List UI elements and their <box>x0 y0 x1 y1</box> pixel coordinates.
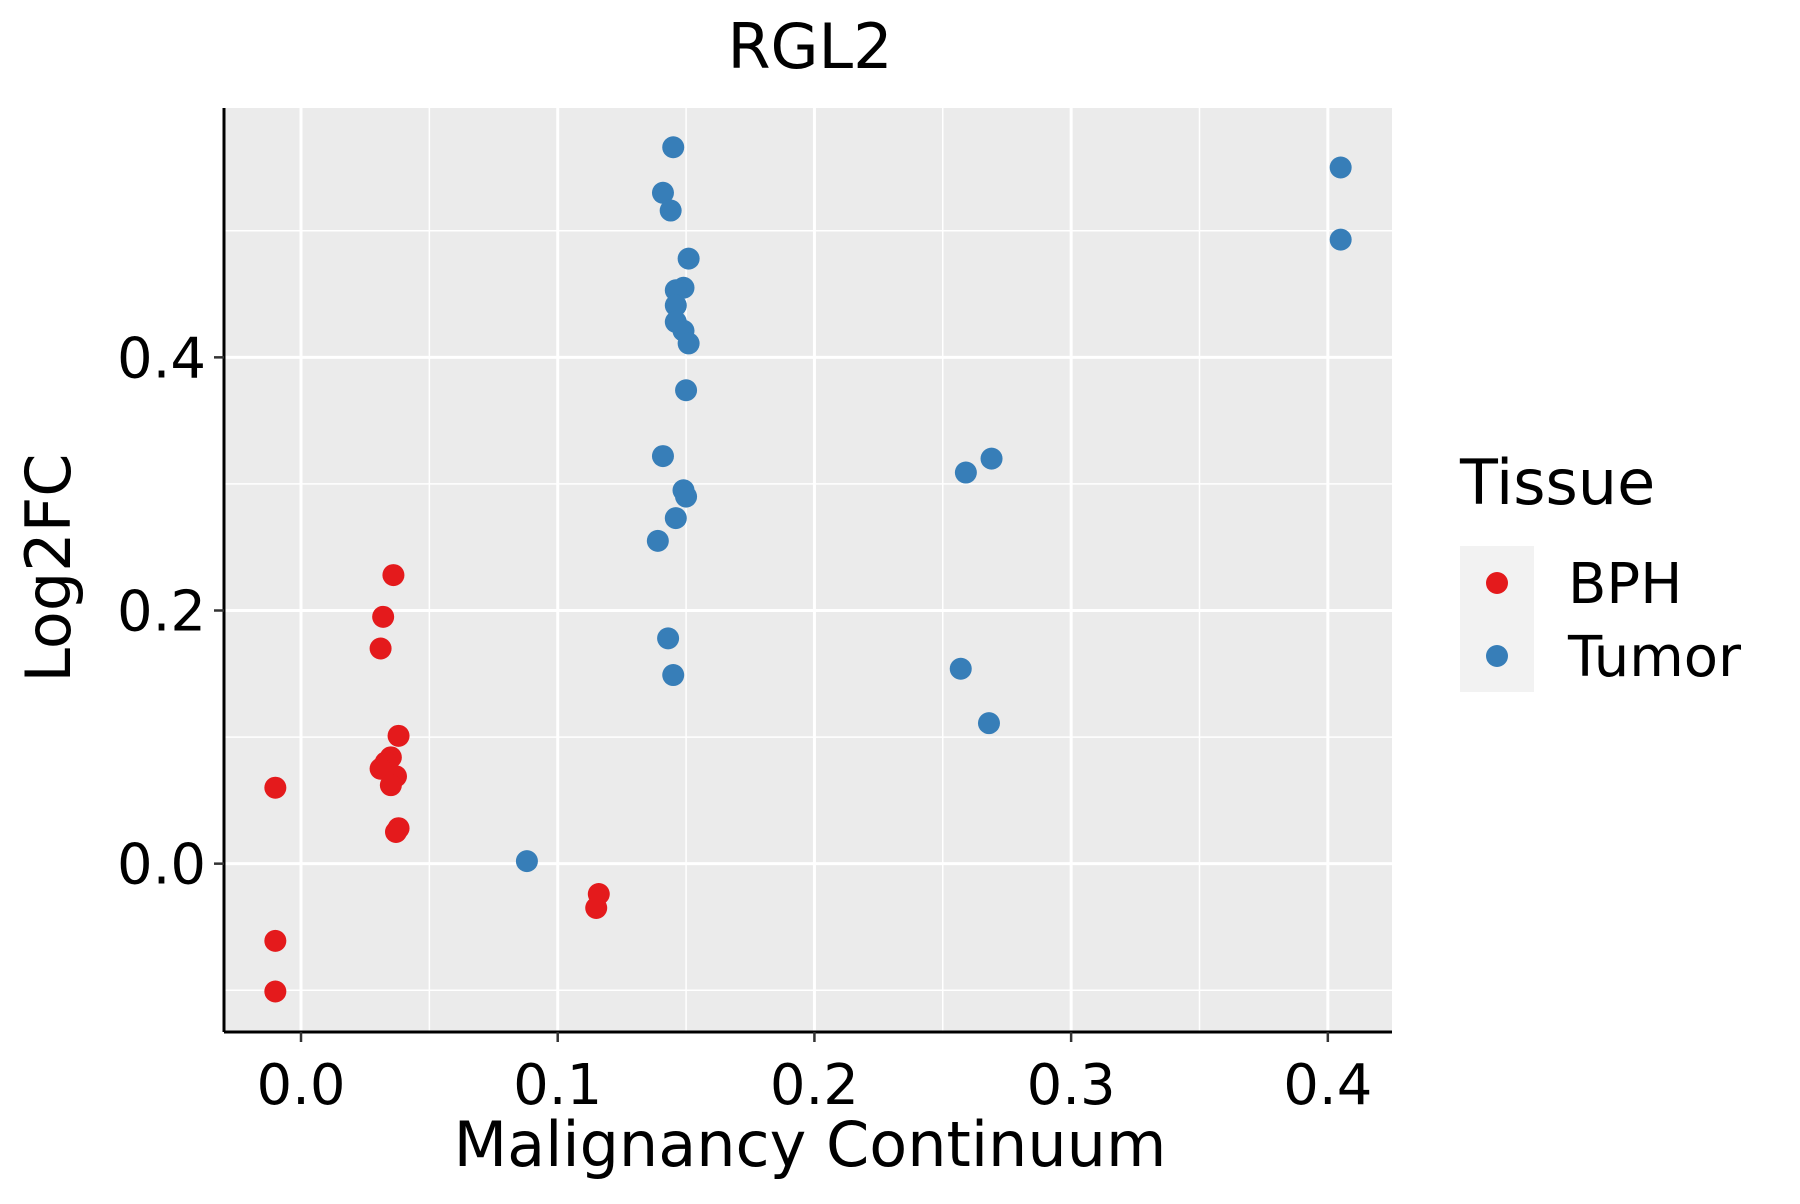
data-points <box>264 136 1352 1003</box>
data-point-tumor <box>662 136 685 159</box>
x-tick-label: 0.4 <box>1283 1053 1372 1118</box>
x-tick-label: 0.0 <box>256 1053 345 1118</box>
x-tick-label: 0.3 <box>1027 1053 1116 1118</box>
data-point-tumor <box>651 181 674 204</box>
x-tick-label: 0.1 <box>513 1053 602 1118</box>
data-point-bph <box>264 980 287 1003</box>
data-point-tumor <box>662 664 685 687</box>
data-point-tumor <box>675 485 698 508</box>
legend-title: Tissue <box>1459 446 1655 519</box>
data-point-bph <box>379 774 402 797</box>
y-axis-ticks: 0.0 0.2 0.4 <box>117 326 224 898</box>
series-tumor <box>515 136 1352 873</box>
data-point-tumor <box>675 379 698 402</box>
legend-key-bph <box>1486 572 1508 594</box>
data-point-tumor <box>664 507 687 530</box>
data-point-bph <box>372 605 395 628</box>
legend-label-tumor: Tumor <box>1567 625 1742 690</box>
x-axis-label: Malignancy Continuum <box>454 1108 1167 1181</box>
data-point-bph <box>585 896 608 919</box>
data-point-bph <box>387 724 410 747</box>
data-point-tumor <box>664 279 687 302</box>
data-point-tumor <box>657 627 680 650</box>
plot-panel <box>224 108 1392 1032</box>
x-tick-label: 0.2 <box>770 1053 859 1118</box>
data-point-tumor <box>949 657 972 680</box>
data-point-bph <box>382 564 405 587</box>
y-tick-label: 0.2 <box>117 580 206 645</box>
data-point-tumor <box>664 294 687 317</box>
y-tick-label: 0.0 <box>117 833 206 898</box>
legend-entries: BPH Tumor <box>1486 552 1742 690</box>
series-bph <box>264 564 610 1003</box>
legend-key-tumor <box>1486 645 1508 667</box>
legend-label-bph: BPH <box>1568 552 1682 617</box>
data-point-tumor <box>977 712 1000 735</box>
data-point-bph <box>264 776 287 799</box>
data-point-bph <box>384 821 407 844</box>
data-point-tumor <box>954 461 977 484</box>
legend: Tissue BPH Tumor <box>1459 446 1742 692</box>
y-axis-label: Log2FC <box>12 453 85 682</box>
minor-gridlines <box>224 108 1392 1032</box>
data-point-tumor <box>659 199 682 222</box>
data-point-tumor <box>646 529 669 552</box>
data-point-bph <box>369 637 392 660</box>
chart-title: RGL2 <box>727 10 892 83</box>
data-point-tumor <box>677 247 700 270</box>
data-point-tumor <box>677 332 700 355</box>
data-point-tumor <box>1329 228 1352 251</box>
legend-key-background <box>1460 546 1534 692</box>
major-gridlines <box>224 108 1392 1032</box>
y-tick-label: 0.4 <box>117 326 206 391</box>
data-point-tumor <box>980 447 1003 470</box>
x-axis-ticks: 0.0 0.1 0.2 0.3 0.4 <box>256 1032 1372 1118</box>
data-point-tumor <box>1329 156 1352 179</box>
data-point-tumor <box>651 445 674 468</box>
data-point-bph <box>264 929 287 952</box>
data-point-tumor <box>515 850 538 873</box>
